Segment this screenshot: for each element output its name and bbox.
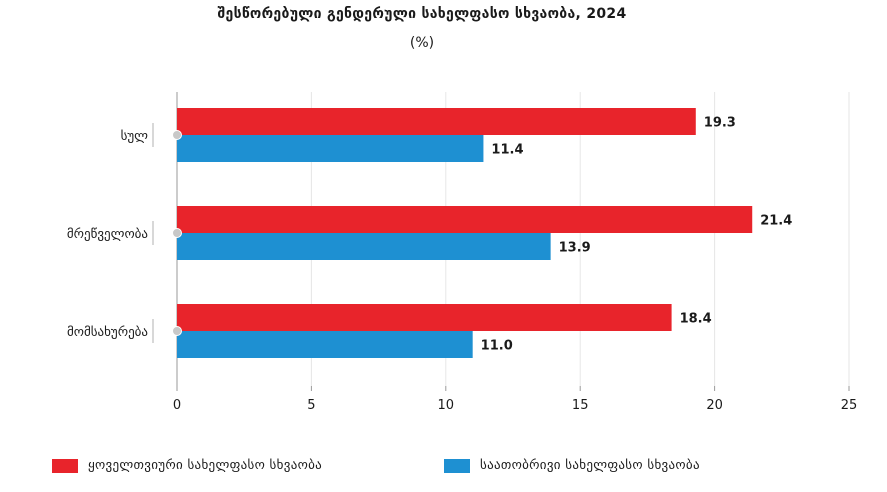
- legend-item-hourly: საათობრივი სახელფასო სხვაობა: [444, 458, 700, 473]
- legend-label-hourly: საათობრივი სახელფასო სხვაობა: [480, 458, 700, 473]
- data-label: 19.3: [704, 116, 736, 131]
- legend-label-monthly: ყოველთვიური სახელფასო სხვაობა: [88, 458, 323, 473]
- x-tick-label: 15: [572, 398, 589, 413]
- data-label: 11.4: [491, 143, 523, 158]
- category-label: სულ: [121, 129, 149, 144]
- category-label: მომსახურება: [67, 325, 148, 340]
- axis-marker: [172, 228, 182, 238]
- x-tick-label: 25: [841, 398, 858, 413]
- bar-hourly: [177, 135, 484, 162]
- data-label: 18.4: [680, 312, 712, 327]
- legend-swatch-monthly: [52, 458, 78, 473]
- x-tick-label: 20: [706, 398, 723, 413]
- bar-hourly: [177, 331, 473, 358]
- category-label: მრეწველობა: [67, 227, 148, 242]
- x-tick-label: 5: [307, 398, 315, 413]
- axis-marker: [172, 326, 182, 336]
- chart-subtitle: (%): [409, 35, 435, 51]
- bar-hourly: [177, 233, 551, 260]
- data-label: 11.0: [481, 339, 513, 354]
- x-tick-label: 10: [438, 398, 455, 413]
- data-label: 21.4: [760, 214, 792, 229]
- bar-monthly: [177, 108, 696, 135]
- legend-swatch-hourly: [444, 458, 470, 473]
- bar-monthly: [177, 304, 672, 331]
- bar-monthly: [177, 206, 753, 233]
- axis-marker: [172, 130, 182, 140]
- legend-item-monthly: ყოველთვიური სახელფასო სხვაობა: [52, 458, 322, 473]
- data-label: 13.9: [559, 241, 591, 256]
- x-tick-label: 0: [173, 398, 181, 413]
- chart-title: შესწორებული გენდერული სახელფასო სხვაობა,…: [217, 6, 627, 22]
